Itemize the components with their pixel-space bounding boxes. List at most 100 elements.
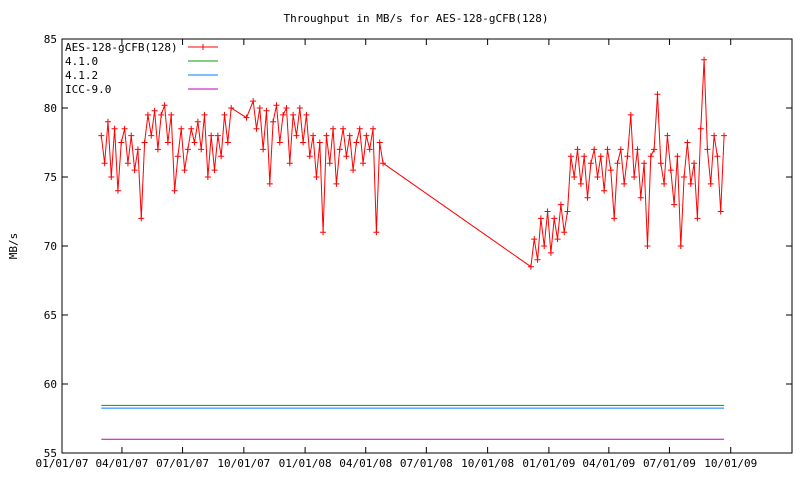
axes: 55 60 65 70 75 80 85 01/01/07 04/01/07 07/01/07 10…: [36, 33, 793, 470]
data-point: [567, 153, 574, 160]
data-point: [537, 215, 544, 222]
data-point: [717, 208, 724, 215]
data-point: [627, 111, 634, 118]
data-point: [218, 153, 225, 160]
data-point: [634, 146, 641, 153]
data-point: [704, 146, 711, 153]
data-point: [661, 180, 668, 187]
data-point: [221, 111, 228, 118]
data-point: [667, 167, 674, 174]
data-point: [644, 243, 651, 249]
data-point: [694, 215, 701, 222]
data-point: [637, 194, 644, 201]
data-point: [380, 160, 387, 167]
data-point: [214, 132, 221, 139]
data-point: [701, 56, 708, 63]
legend-label: 4.1.0: [65, 55, 98, 68]
data-point: [370, 125, 377, 132]
data-point: [527, 263, 534, 270]
data-point: [336, 146, 343, 153]
data-point: [707, 180, 714, 187]
data-point: [363, 132, 370, 139]
data-point: [293, 132, 300, 139]
data-point: [346, 132, 353, 139]
data-point: [211, 167, 218, 174]
data-point: [101, 160, 108, 167]
data-point: [273, 102, 280, 109]
data-point: [141, 139, 148, 146]
data-point: [343, 153, 350, 160]
data-point: [138, 215, 145, 222]
data-point: [376, 139, 383, 146]
data-point: [266, 180, 273, 187]
data-point: [333, 180, 340, 187]
data-point: [366, 146, 373, 153]
data-point: [118, 139, 125, 146]
data-point: [276, 139, 283, 146]
data-point: [340, 125, 347, 132]
data-point: [280, 111, 287, 118]
data-point: [647, 153, 654, 160]
data-point: [306, 153, 313, 160]
legend-label: 4.1.2: [65, 69, 98, 82]
x-tick-label: 01/01/09: [522, 457, 575, 470]
data-point: [201, 111, 208, 118]
data-point: [164, 139, 171, 146]
data-point: [270, 118, 277, 125]
legend-marker: [200, 44, 206, 50]
x-tick-label: 07/01/08: [400, 457, 453, 470]
data-point: [290, 111, 297, 118]
data-point: [657, 160, 664, 167]
x-tick-label: 10/01/08: [461, 457, 514, 470]
data-point: [323, 132, 330, 139]
y-tick-label: 70: [44, 240, 57, 253]
x-tick-label: 04/01/07: [95, 457, 148, 470]
data-point: [178, 125, 185, 132]
data-point: [121, 125, 128, 132]
data-point: [641, 160, 648, 167]
data-point: [564, 208, 571, 215]
data-point: [373, 229, 380, 236]
data-point: [671, 201, 678, 208]
data-point: [303, 111, 310, 118]
data-point: [174, 153, 181, 160]
data-point: [587, 160, 594, 167]
data-point: [691, 160, 698, 167]
data-point: [561, 229, 568, 236]
data-point: [687, 180, 694, 187]
data-point: [353, 139, 360, 146]
data-point: [350, 167, 357, 174]
data-point: [316, 139, 323, 146]
data-point: [188, 125, 195, 132]
data-point: [584, 194, 591, 201]
data-point: [98, 132, 105, 139]
data-point: [531, 236, 538, 243]
y-tick-label: 55: [44, 447, 57, 460]
data-point: [674, 153, 681, 160]
data-point: [677, 243, 684, 249]
data-point: [621, 180, 628, 187]
data-point: [651, 146, 658, 153]
data-point: [721, 132, 728, 139]
data-point: [360, 160, 367, 167]
x-tick-label: 07/01/07: [156, 457, 209, 470]
data-point: [158, 111, 165, 118]
data-point: [228, 105, 235, 111]
data-point: [330, 125, 337, 132]
data-point: [134, 146, 141, 153]
data-point: [681, 174, 688, 180]
x-tick-label: 01/01/07: [36, 457, 89, 470]
data-point: [263, 107, 270, 114]
data-point: [617, 146, 624, 153]
data-point: [184, 146, 191, 153]
data-point: [310, 132, 317, 139]
data-point: [283, 105, 290, 111]
data-point: [577, 180, 584, 187]
data-point: [114, 187, 121, 194]
data-point: [168, 111, 175, 118]
data-point: [611, 215, 618, 222]
data-point: [697, 125, 704, 132]
data-point: [664, 132, 671, 139]
